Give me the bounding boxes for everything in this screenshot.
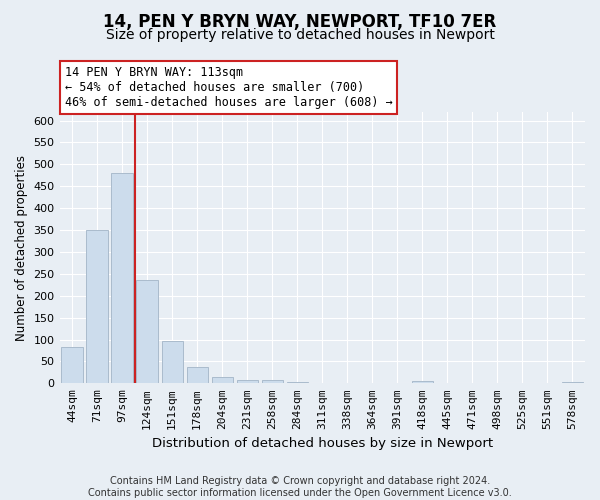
Bar — [136, 280, 158, 384]
Bar — [187, 367, 208, 384]
X-axis label: Distribution of detached houses by size in Newport: Distribution of detached houses by size … — [152, 437, 493, 450]
Bar — [86, 230, 108, 384]
Y-axis label: Number of detached properties: Number of detached properties — [15, 154, 28, 340]
Bar — [412, 381, 433, 384]
Bar — [287, 382, 308, 384]
Text: 14, PEN Y BRYN WAY, NEWPORT, TF10 7ER: 14, PEN Y BRYN WAY, NEWPORT, TF10 7ER — [103, 12, 497, 30]
Bar — [212, 376, 233, 384]
Bar — [236, 380, 258, 384]
Text: Size of property relative to detached houses in Newport: Size of property relative to detached ho… — [106, 28, 494, 42]
Bar — [562, 382, 583, 384]
Bar — [112, 173, 133, 384]
Bar — [262, 380, 283, 384]
Bar — [61, 348, 83, 384]
Bar — [161, 341, 183, 384]
Text: Contains HM Land Registry data © Crown copyright and database right 2024.
Contai: Contains HM Land Registry data © Crown c… — [88, 476, 512, 498]
Text: 14 PEN Y BRYN WAY: 113sqm
← 54% of detached houses are smaller (700)
46% of semi: 14 PEN Y BRYN WAY: 113sqm ← 54% of detac… — [65, 66, 392, 109]
